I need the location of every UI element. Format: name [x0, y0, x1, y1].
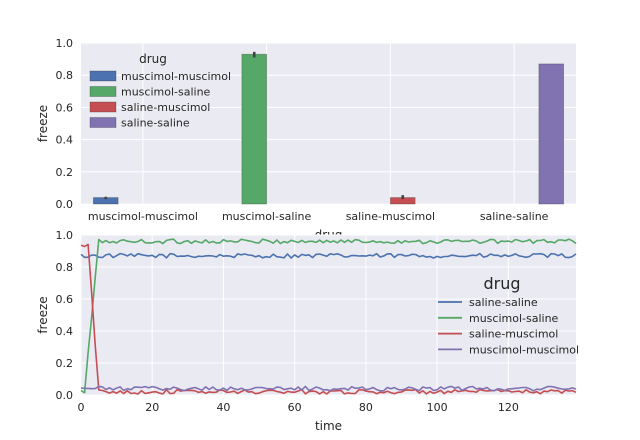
- line-x-axis-label: time: [315, 419, 342, 433]
- line-series-muscimol-muscimol: [80, 385, 577, 392]
- line-y-tick-label: 0.6: [56, 293, 74, 306]
- line-series-muscimol-saline: [80, 238, 577, 394]
- bar-x-tick-label: muscimol-saline: [222, 210, 312, 223]
- line-y-tick-labels: 0.0 0.2 0.4 0.6 0.8 1.0: [56, 229, 74, 402]
- bar-legend-swatch: [89, 70, 117, 82]
- bar-legend-label: saline-saline: [121, 117, 190, 130]
- bar-legend-swatch: [89, 117, 117, 128]
- bar-legend-swatch: [89, 86, 117, 97]
- bar-x-tick-label: saline-muscimol: [346, 210, 435, 223]
- bar-y-tick-label: 0.6: [56, 101, 74, 114]
- bar-chart: 0.00.20.40.60.81.0 muscimol-muscimol musc…: [36, 37, 576, 242]
- bar-marks: [92, 51, 565, 205]
- line-series-saline-saline: [80, 252, 577, 259]
- bar-y-tick-label: 0.2: [56, 166, 74, 179]
- bar: [538, 63, 565, 205]
- line-legend-label: saline-muscimol: [469, 328, 558, 341]
- line-x-tick-label: 100: [427, 401, 448, 414]
- bar-y-axis-label: freeze: [36, 105, 50, 142]
- line-legend-title: drug: [483, 274, 520, 293]
- line-x-tick-label: 60: [288, 401, 302, 414]
- line-legend-label: saline-saline: [469, 296, 538, 309]
- bar-legend: drug muscimol-muscimol muscimol-saline sali…: [89, 52, 231, 130]
- line-x-tick-label: 0: [78, 401, 85, 414]
- line-x-tick-labels: 0 20 40 60 80 100 120: [78, 401, 519, 414]
- line-y-tick-label: 1.0: [56, 229, 74, 242]
- line-y-axis-label: freeze: [36, 296, 50, 333]
- line-y-tick-label: 0.4: [56, 325, 74, 338]
- line-x-tick-label: 80: [359, 401, 373, 414]
- bar-y-tick-label: 0.4: [56, 134, 74, 147]
- bar-y-tick-label: 0.8: [56, 69, 74, 82]
- line-x-tick-label: 120: [498, 401, 519, 414]
- line-legend: drug saline-saline muscimol-saline saline-m…: [438, 274, 579, 356]
- line-x-tick-label: 20: [145, 401, 159, 414]
- line-chart: 0.0 0.2 0.4 0.6 0.8 1.0 0 20 40 60 80 100 120 freez…: [36, 229, 579, 433]
- bar-x-tick-label: saline-saline: [480, 210, 549, 223]
- line-x-tick-label: 40: [216, 401, 230, 414]
- bar-legend-label: muscimol-saline: [121, 86, 211, 99]
- line-y-tick-label: 0.0: [56, 389, 74, 402]
- line-legend-label: muscimol-saline: [469, 312, 559, 325]
- bar-legend-label: muscimol-muscimol: [121, 70, 231, 83]
- bar-x-tick-label: muscimol-muscimol: [88, 210, 198, 223]
- line-gridlines: [80, 234, 576, 396]
- bar-legend-swatch: [89, 101, 117, 113]
- bar-x-tick-labels: muscimol-muscimol muscimol-saline saline-m…: [88, 210, 549, 223]
- bar-plot-background: [81, 43, 576, 204]
- bar-y-tick-label: 0.0: [56, 198, 74, 211]
- line-y-tick-label: 0.2: [56, 357, 74, 370]
- bar-y-tick-label: 1.0: [56, 37, 74, 50]
- bar-y-tick-labels: 0.0 0.2 0.4 0.6 0.8 1.0: [56, 37, 74, 211]
- line-y-tick-label: 0.8: [56, 261, 74, 274]
- line-series: [80, 238, 577, 395]
- line-plot-background: [81, 235, 576, 395]
- bar: [241, 53, 268, 205]
- bar-legend-label: saline-muscimol: [121, 101, 210, 114]
- bar-legend-title: drug: [139, 52, 167, 66]
- line-legend-label: muscimol-muscimol: [469, 343, 579, 356]
